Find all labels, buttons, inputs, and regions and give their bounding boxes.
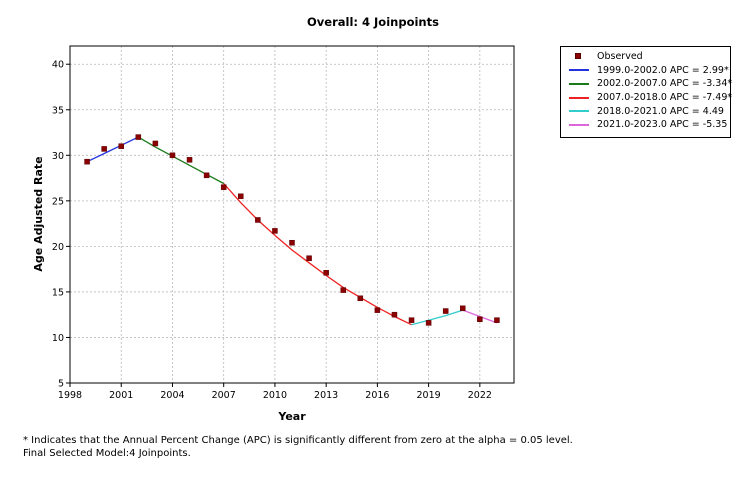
footnote-final-model: Final Selected Model:4 Joinpoints. — [23, 448, 191, 459]
fit-line-1 — [86, 136, 139, 163]
y-axis: 5 10 15 20 25 30 35 40 — [52, 60, 70, 390]
legend-item-series-3: 2007.0-2018.0 APC = -7.49* — [569, 91, 733, 105]
y-tick-label: 30 — [52, 151, 64, 162]
x-tick-label: 2001 — [109, 390, 133, 401]
legend-line-1 — [569, 65, 589, 75]
fit-line-2 — [137, 136, 225, 185]
legend-item-series-5: 2021.0-2023.0 APC = -5.35 — [569, 118, 730, 132]
observed-point — [374, 307, 381, 313]
x-tick-label: 2004 — [160, 390, 184, 401]
fit-line-3 — [223, 183, 412, 326]
y-tick-label: 40 — [52, 60, 64, 71]
legend-item-series-4: 2018.0-2021.0 APC = 4.49 — [569, 104, 730, 118]
x-tick-label: 1998 — [58, 390, 82, 401]
legend-label: 1999.0-2002.0 APC = 2.99* — [597, 64, 729, 76]
x-tick-label: 2013 — [314, 390, 338, 401]
legend-marker-observed — [569, 52, 589, 62]
observed-point — [340, 287, 346, 293]
x-axis-label: Year — [277, 410, 306, 423]
footnote-significance: * Indicates that the Annual Percent Chan… — [23, 435, 573, 446]
legend-label: Observed — [597, 51, 643, 63]
x-tick-label: 2007 — [212, 390, 236, 401]
legend-line-2 — [569, 79, 589, 89]
observed-point — [460, 305, 466, 312]
y-tick-label: 15 — [52, 287, 64, 298]
legend-line-5 — [569, 120, 589, 130]
plot-area — [69, 45, 515, 384]
observed-point — [186, 157, 193, 163]
observed-point — [135, 134, 142, 140]
observed-point — [118, 143, 124, 149]
x-axis: 1998 2001 2004 2007 2010 2013 2016 2019 2022 — [58, 383, 492, 401]
observed-point — [357, 295, 364, 302]
observed-points — [84, 134, 500, 326]
observed-point — [220, 184, 227, 190]
x-tick-label: 2019 — [417, 390, 441, 401]
observed-point — [84, 158, 90, 165]
observed-point — [408, 317, 415, 323]
legend-label: 2007.0-2018.0 APC = -7.49* — [597, 92, 733, 104]
legend-line-4 — [569, 106, 589, 116]
legend-item-series-2: 2002.0-2007.0 APC = -3.34* — [569, 77, 733, 91]
observed-point — [203, 172, 210, 179]
observed-point — [152, 140, 159, 147]
legend-item-series-1: 1999.0-2002.0 APC = 2.99* — [569, 64, 730, 78]
observed-point — [238, 193, 244, 200]
y-tick-label: 35 — [52, 105, 64, 116]
y-axis-label: Age Adjusted Rate — [32, 156, 45, 271]
legend-line-3 — [569, 93, 589, 103]
observed-point — [169, 152, 176, 159]
observed-point — [391, 311, 398, 318]
legend-label: 2002.0-2007.0 APC = -3.34* — [597, 78, 733, 90]
observed-point — [442, 308, 449, 314]
observed-point — [101, 146, 107, 152]
legend-label: 2018.0-2021.0 APC = 4.49 — [597, 105, 724, 117]
x-tick-label: 2016 — [365, 390, 389, 401]
chart-title: Overall: 4 Joinpoints — [307, 15, 439, 29]
observed-point — [494, 317, 500, 323]
x-tick-label: 2010 — [263, 390, 287, 401]
observed-point — [289, 239, 295, 246]
legend-label: 2021.0-2023.0 APC = -5.35 — [597, 119, 728, 131]
fit-line-4 — [411, 309, 463, 326]
observed-point — [255, 217, 261, 223]
legend-item-observed: Observed — [569, 50, 730, 64]
grid — [69, 46, 514, 384]
y-tick-label: 5 — [58, 379, 64, 390]
observed-point — [323, 270, 329, 276]
legend: Observed 1999.0-2002.0 APC = 2.99* 2002.… — [560, 46, 733, 138]
y-tick-label: 10 — [52, 333, 64, 344]
x-tick-label: 2022 — [468, 390, 492, 401]
observed-point — [272, 228, 278, 234]
y-tick-label: 25 — [52, 196, 64, 207]
fit-lines — [86, 136, 498, 326]
y-tick-label: 20 — [52, 242, 64, 253]
observed-point — [306, 255, 312, 261]
observed-point — [477, 316, 483, 322]
observed-point — [425, 320, 432, 326]
